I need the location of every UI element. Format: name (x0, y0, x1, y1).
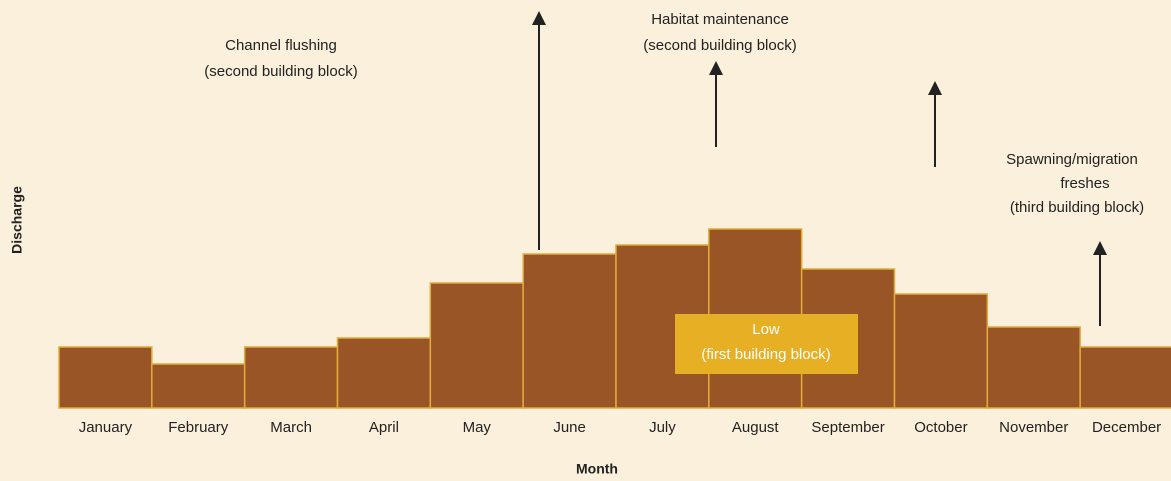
annotation: (second building block) (204, 63, 357, 80)
bar (986, 326, 1081, 409)
annotation: Channel flushing (225, 37, 337, 54)
bar (429, 282, 524, 409)
x-tick-label: September (811, 419, 884, 436)
bar (893, 293, 989, 409)
arrows (532, 11, 1107, 326)
annotation: Habitat maintenance (651, 11, 789, 28)
x-tick-label: July (649, 419, 676, 436)
bar (58, 346, 153, 409)
bar (243, 346, 339, 409)
x-axis-label: Month (576, 461, 618, 477)
x-tick-label: October (914, 419, 967, 436)
annotation: freshes (1060, 175, 1109, 192)
bar (151, 363, 246, 409)
annotation-box (675, 314, 858, 374)
x-tick-label: February (168, 419, 229, 436)
x-tick-label: December (1092, 419, 1161, 436)
x-tick-label: March (270, 419, 312, 436)
bar (336, 337, 432, 409)
x-tick-label: May (463, 419, 492, 436)
annotation: (second building block) (643, 37, 796, 54)
annotation: (first building block) (701, 346, 830, 363)
x-tick-label: April (369, 419, 399, 436)
annotation: Spawning/migration (1006, 151, 1138, 168)
bar (1079, 346, 1171, 409)
annotation: Low (752, 321, 780, 338)
x-tick-label: August (732, 419, 780, 436)
x-tick-label: November (999, 419, 1068, 436)
x-tick-label: June (553, 419, 586, 436)
y-axis-label: Discharge (9, 186, 25, 254)
x-tick-label: January (79, 419, 133, 436)
bar (522, 253, 617, 409)
annotation: (third building block) (1010, 199, 1144, 216)
